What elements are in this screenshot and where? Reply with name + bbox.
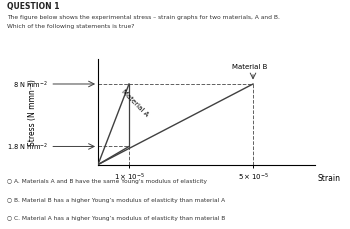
Text: ○ B. Material B has a higher Young’s modulus of elasticity than material A: ○ B. Material B has a higher Young’s mod… <box>7 197 225 202</box>
Text: The figure below shows the experimental stress – strain graphs for two materials: The figure below shows the experimental … <box>7 15 280 20</box>
Text: Strain: Strain <box>317 173 340 182</box>
Text: QUESTION 1: QUESTION 1 <box>7 2 60 11</box>
Text: ○ C. Material A has a higher Young’s modulus of elasticity than material B: ○ C. Material A has a higher Young’s mod… <box>7 215 225 220</box>
Text: $1.8$ N mm$^{-2}$: $1.8$ N mm$^{-2}$ <box>7 141 48 153</box>
Text: Material A: Material A <box>120 88 149 117</box>
Text: Material B: Material B <box>232 64 268 70</box>
Text: $8$ N mm$^{-2}$: $8$ N mm$^{-2}$ <box>13 79 48 90</box>
Text: ○ A. Materials A and B have the same Young's modulus of elasticity: ○ A. Materials A and B have the same You… <box>7 179 207 184</box>
Text: Which of the following statements is true?: Which of the following statements is tru… <box>7 24 134 29</box>
Text: Stress (N mmn⁻²): Stress (N mmn⁻²) <box>28 79 37 145</box>
